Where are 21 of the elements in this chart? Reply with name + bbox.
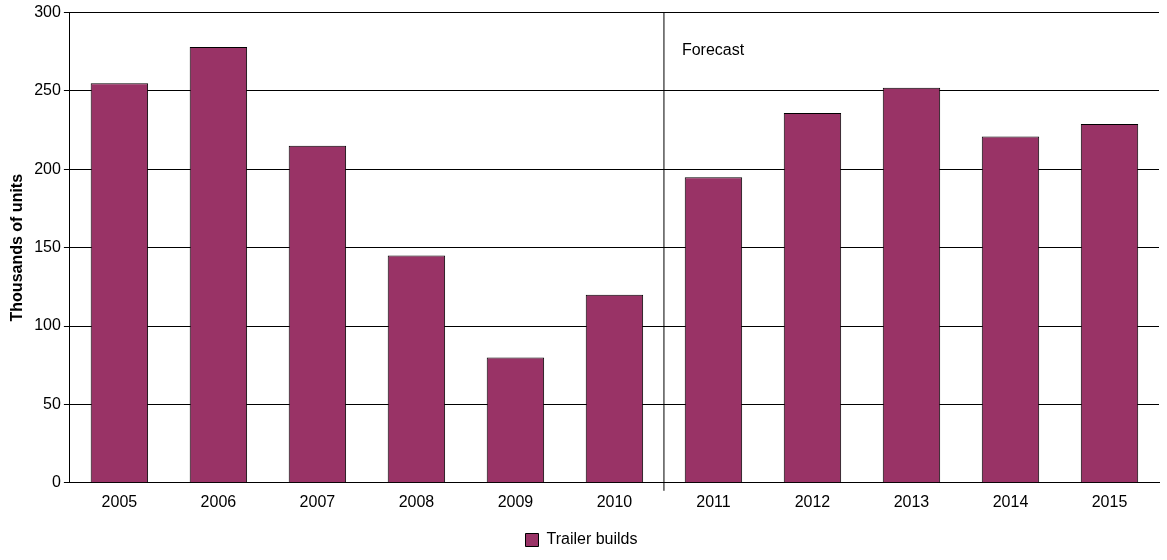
y-tick-label: 50 xyxy=(43,394,61,412)
x-tick-label: 2013 xyxy=(893,492,930,510)
x-tick-label: 2006 xyxy=(200,492,237,510)
x-tick-label: 2007 xyxy=(299,492,336,510)
y-tick-label: 0 xyxy=(51,473,61,491)
x-tick-label: 2009 xyxy=(497,492,534,510)
y-tick-label: 150 xyxy=(34,238,61,256)
y-tick-label: 300 xyxy=(34,3,61,21)
x-tick-label: 2014 xyxy=(992,492,1029,510)
x-tick-label: 2015 xyxy=(1091,492,1128,510)
legend-label: Trailer builds xyxy=(546,530,638,548)
x-tick-label: 2011 xyxy=(696,492,731,510)
x-tick-label: 2010 xyxy=(596,492,633,510)
y-tick-label: 200 xyxy=(34,159,61,177)
y-axis-title: Thousands of units xyxy=(8,173,26,322)
x-tick-label: 2008 xyxy=(398,492,435,510)
x-tick-label: 2005 xyxy=(101,492,138,510)
x-tick-label: 2012 xyxy=(794,492,831,510)
ref-line-label: Forecast xyxy=(681,41,745,59)
y-tick-label: 100 xyxy=(34,316,61,334)
y-tick-label: 250 xyxy=(34,81,61,99)
